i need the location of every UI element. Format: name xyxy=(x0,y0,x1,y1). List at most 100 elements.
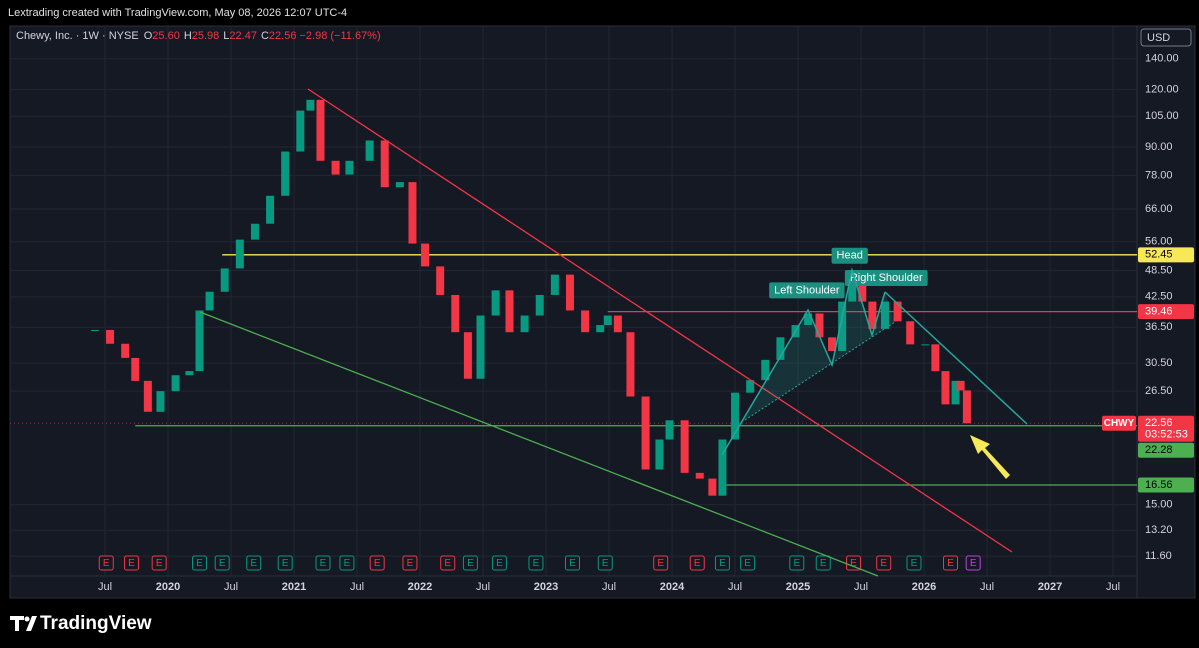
y-tick-label: 90.00 xyxy=(1145,141,1173,153)
earnings-marker xyxy=(564,555,580,571)
earnings-label: E xyxy=(103,558,110,569)
candle xyxy=(906,321,915,345)
annotation-box xyxy=(769,282,845,299)
trendline-green xyxy=(199,311,879,577)
y-tick-label: 30.50 xyxy=(1145,357,1173,369)
symbol-title: Chewy, Inc. · 1W · NYSE xyxy=(16,30,139,42)
arrow xyxy=(970,435,1010,479)
ohlc-key: L xyxy=(223,30,230,42)
candle xyxy=(848,279,857,302)
earnings-label: E xyxy=(128,558,135,569)
earnings-label: E xyxy=(374,558,381,569)
earnings-label: E xyxy=(320,558,327,569)
trendline-teal xyxy=(884,291,1028,425)
earnings-label: E xyxy=(407,558,414,569)
annotation-box xyxy=(831,247,868,264)
candle xyxy=(451,294,460,333)
y-tick-label: 26.50 xyxy=(1145,385,1173,397)
earnings-marker xyxy=(597,555,613,571)
neckline xyxy=(744,321,896,421)
x-tick-label: 2027 xyxy=(1038,581,1062,593)
annotation-box xyxy=(844,270,928,287)
earnings-marker xyxy=(943,555,959,571)
ohlc-value: 25.98 xyxy=(191,30,220,42)
price-tag xyxy=(1138,415,1194,442)
candle xyxy=(220,268,229,292)
currency: USD xyxy=(1147,32,1170,44)
earnings-marker xyxy=(214,555,230,571)
earnings-label: E xyxy=(250,558,257,569)
earnings-label: E xyxy=(569,558,576,569)
x-tick-label: 2023 xyxy=(534,581,558,593)
credit: Lextrading created with TradingView.com,… xyxy=(8,7,347,19)
candle xyxy=(962,390,971,424)
earnings-marker xyxy=(491,555,507,571)
candle xyxy=(408,182,417,244)
candle xyxy=(815,313,824,338)
earnings-label: E xyxy=(156,558,163,569)
candle xyxy=(250,223,259,240)
y-tick-label: 66.00 xyxy=(1145,203,1173,215)
candle xyxy=(436,266,445,295)
candle xyxy=(121,343,130,358)
pattern-fill xyxy=(722,270,895,455)
candle xyxy=(195,310,204,372)
earnings-marker xyxy=(906,555,922,571)
earnings-label: E xyxy=(196,558,203,569)
ohlc-key: O xyxy=(143,30,153,42)
candle xyxy=(235,239,244,269)
annotation-label: Left Shoulder xyxy=(774,284,840,296)
candle xyxy=(266,195,275,224)
earnings-marker xyxy=(192,555,208,571)
y-tick-label: 105.00 xyxy=(1145,110,1179,122)
x-tick-label: Jul xyxy=(980,581,994,593)
y-tick-label: 48.50 xyxy=(1145,264,1173,276)
candle xyxy=(613,315,622,333)
earnings-marker xyxy=(369,555,385,571)
earnings-label: E xyxy=(533,558,540,569)
ohlc-value: 25.60 xyxy=(152,30,180,42)
y-tick-label: 42.50 xyxy=(1145,291,1173,303)
candle xyxy=(520,315,529,333)
candle xyxy=(171,375,180,392)
earnings-marker xyxy=(315,555,331,571)
candle xyxy=(731,392,740,440)
candle xyxy=(535,294,544,316)
earnings-marker xyxy=(402,555,418,571)
price-tag-label: 52.45 xyxy=(1145,249,1173,261)
y-tick-label: 56.00 xyxy=(1145,236,1173,248)
candle xyxy=(395,182,404,188)
price-tag-label: 22.56 xyxy=(1145,417,1173,429)
countdown: 03:52:53 xyxy=(1145,429,1188,441)
candle xyxy=(880,301,889,329)
earnings-marker xyxy=(151,555,167,571)
candle xyxy=(746,380,755,393)
y-tick-label: 36.50 xyxy=(1145,321,1173,333)
earnings-label: E xyxy=(344,558,351,569)
trendline-red xyxy=(307,88,1013,553)
earnings-label: E xyxy=(219,558,226,569)
earnings-label: E xyxy=(602,558,609,569)
candle xyxy=(838,301,847,352)
earnings-marker xyxy=(876,555,892,571)
earnings-label: E xyxy=(970,558,977,569)
earnings-marker xyxy=(528,555,544,571)
annotation-label: Right Shoulder xyxy=(850,272,923,284)
candle xyxy=(331,160,340,175)
price-tag-label: 39.46 xyxy=(1145,306,1173,318)
earnings-label: E xyxy=(719,558,726,569)
ohlc: O25.60 H25.98 L22.47 C22.56 xyxy=(142,30,297,42)
earnings-label: E xyxy=(657,558,664,569)
candle xyxy=(316,99,325,161)
candle xyxy=(626,332,635,397)
currency-box[interactable] xyxy=(1140,28,1192,47)
earnings-label: E xyxy=(694,558,701,569)
candle xyxy=(491,290,500,316)
ohlc-value: 22.47 xyxy=(229,30,257,42)
price-tag xyxy=(1138,477,1194,493)
candle xyxy=(893,301,902,322)
earnings-marker xyxy=(98,555,114,571)
x-tick-label: Jul xyxy=(98,581,112,593)
annotation-label: Head xyxy=(837,250,863,262)
